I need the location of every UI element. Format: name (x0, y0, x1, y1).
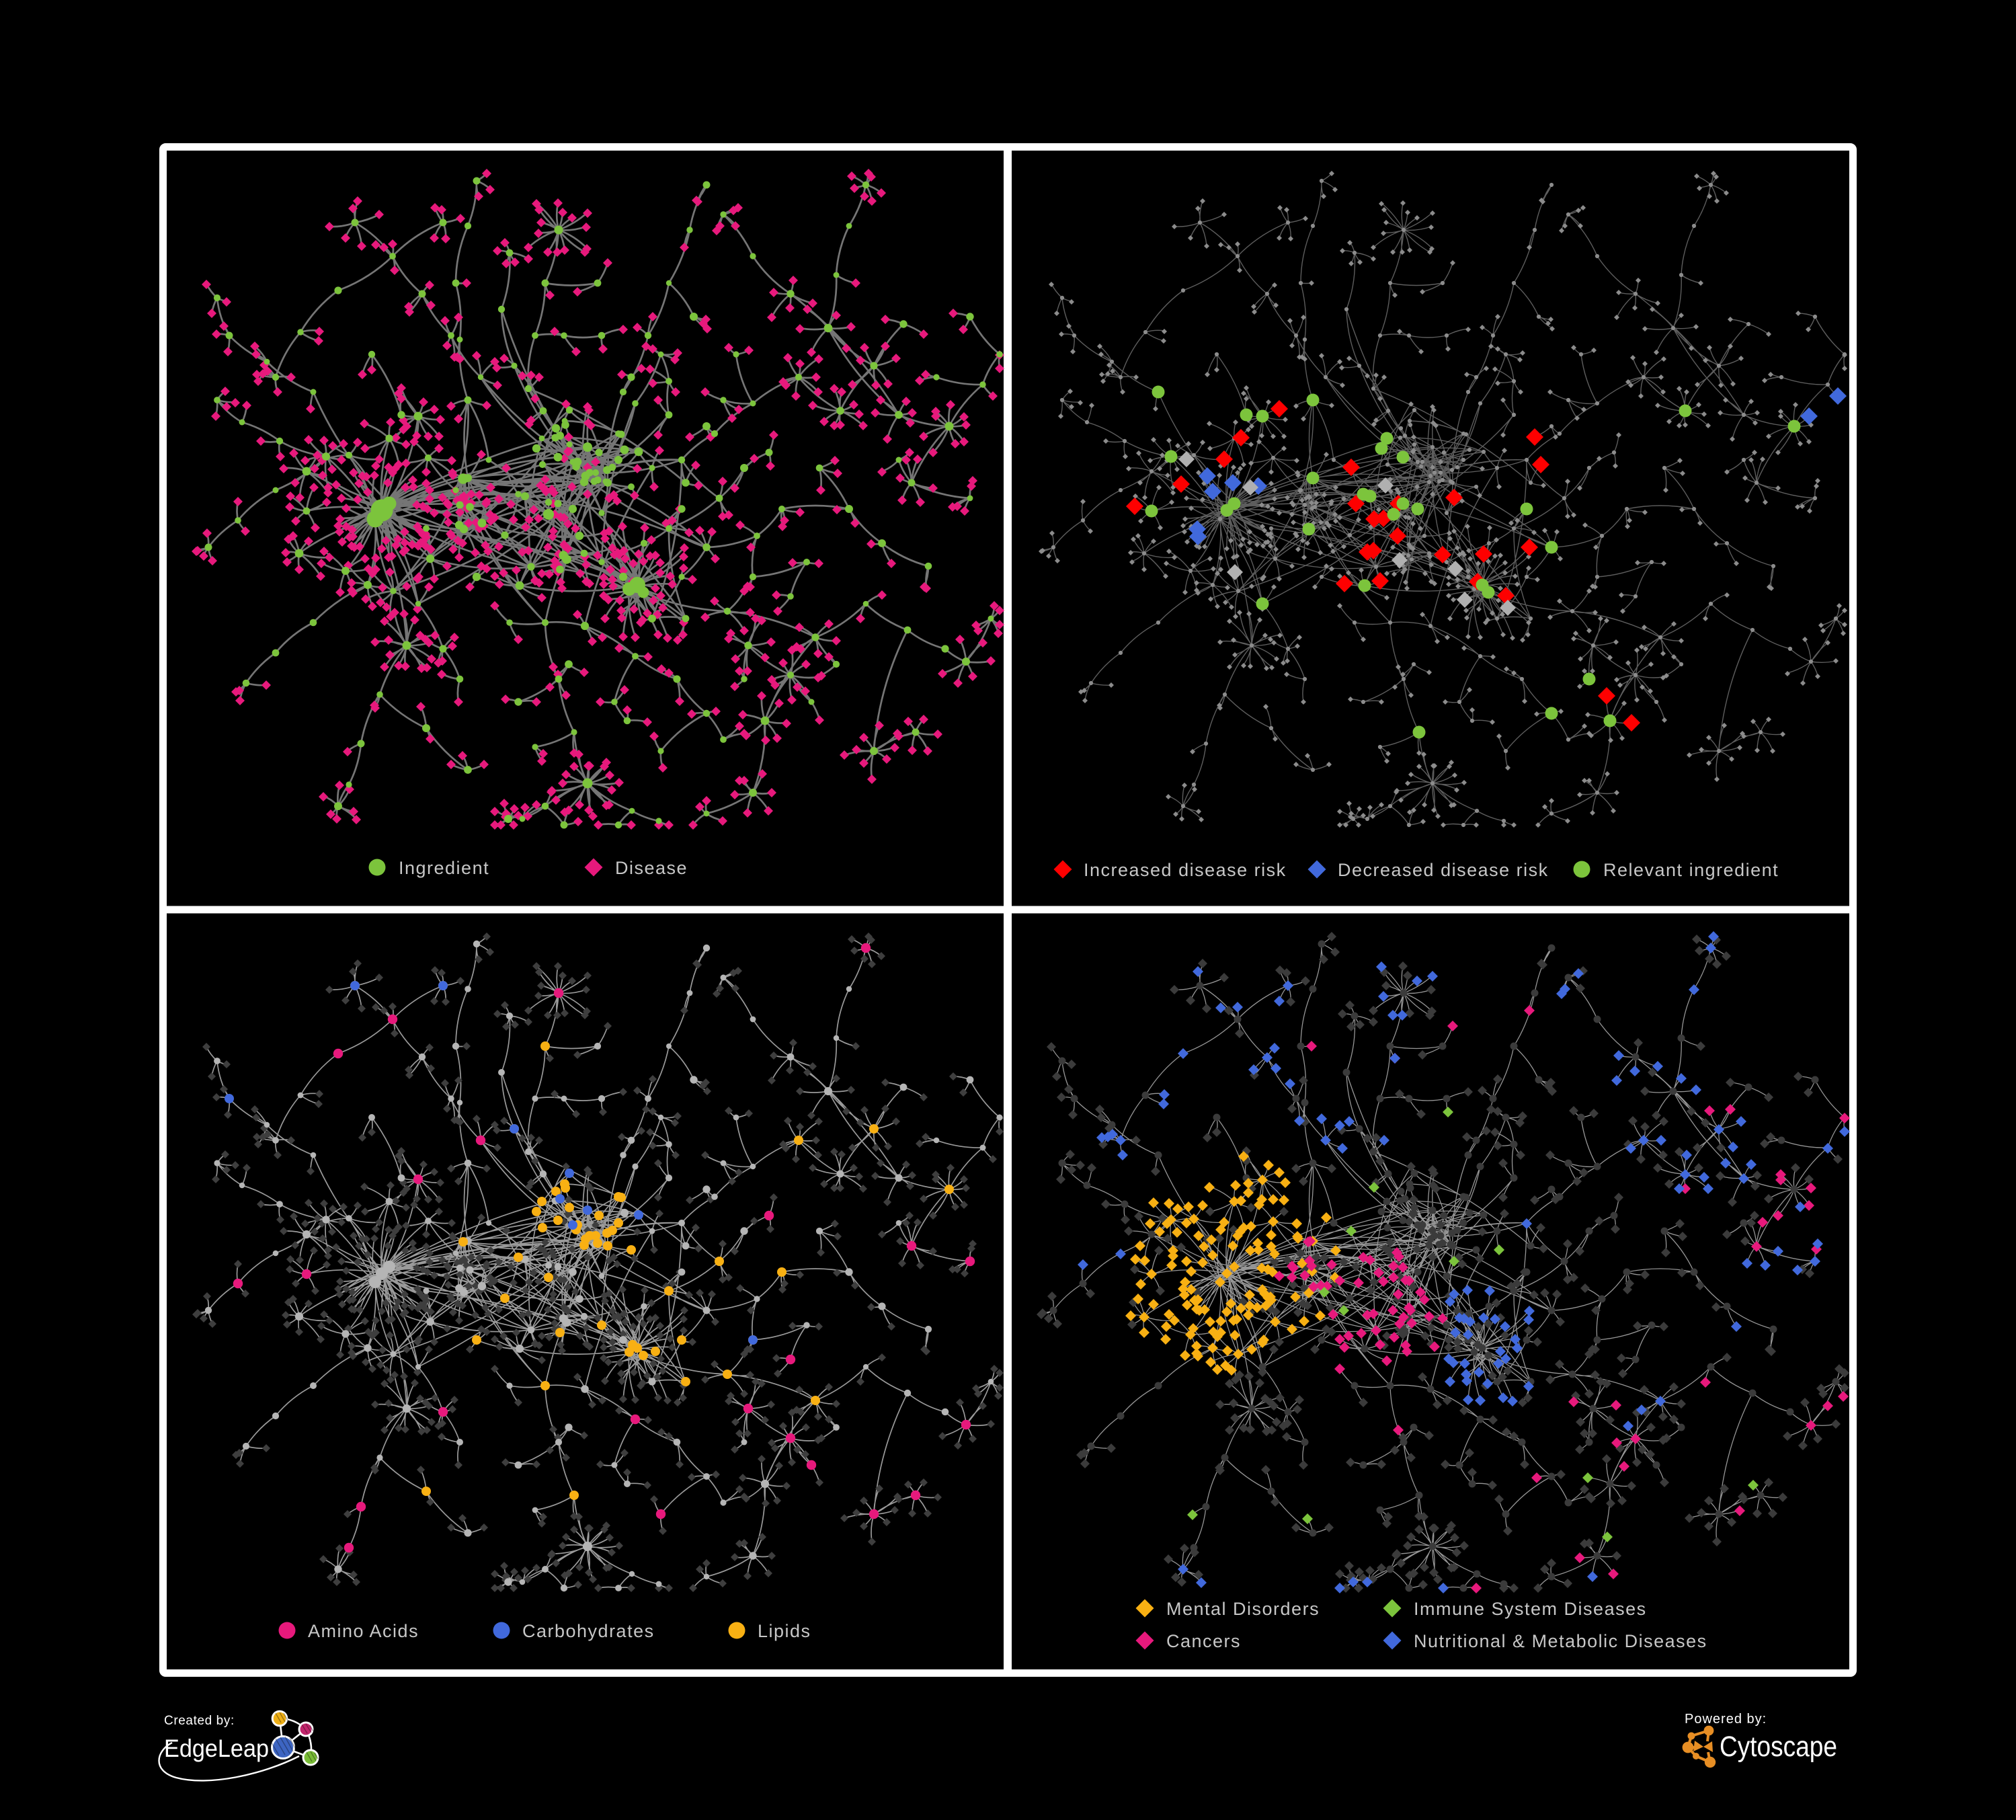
svg-text:Powered by:: Powered by: (1685, 1712, 1767, 1727)
svg-text:Amino Acids: Amino Acids (308, 1621, 419, 1641)
svg-text:Lipids: Lipids (758, 1621, 811, 1641)
svg-text:EdgeLeap: EdgeLeap (164, 1735, 269, 1762)
svg-text:Carbohydrates: Carbohydrates (522, 1621, 655, 1641)
svg-text:Relevant ingredient: Relevant ingredient (1603, 860, 1779, 880)
svg-text:Mental Disorders: Mental Disorders (1166, 1599, 1320, 1619)
svg-text:Increased disease risk: Increased disease risk (1084, 860, 1287, 880)
svg-text:Decreased disease risk: Decreased disease risk (1338, 860, 1549, 880)
svg-text:Ingredient: Ingredient (399, 858, 489, 878)
svg-text:Cancers: Cancers (1166, 1631, 1241, 1651)
svg-text:Disease: Disease (615, 858, 688, 878)
svg-text:Nutritional & Metabolic Diseas: Nutritional & Metabolic Diseases (1414, 1631, 1707, 1651)
svg-text:Created by:: Created by: (164, 1714, 235, 1728)
svg-text:Cytoscape: Cytoscape (1720, 1731, 1837, 1763)
svg-text:Immune System Diseases: Immune System Diseases (1414, 1599, 1647, 1619)
